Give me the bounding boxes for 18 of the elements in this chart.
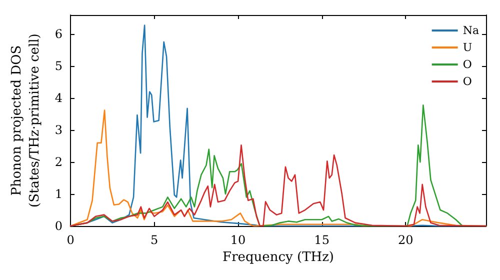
legend-label: Na: [462, 24, 480, 37]
y-axis-title: Phonon projected DOS (States/THz·primitive cell): [10, 33, 42, 208]
x-tick-label: 20: [398, 233, 414, 247]
y-tick-label: 2: [54, 155, 63, 170]
x-tick-label: 10: [230, 233, 246, 247]
x-tick-label: 0: [66, 233, 74, 247]
legend-label: O: [462, 58, 472, 71]
y-tick-label: 0: [54, 219, 63, 233]
y-tick-label: 6: [54, 27, 63, 42]
x-tick-label: 5: [150, 233, 158, 247]
y-tick-label: 1: [54, 187, 63, 202]
y-tick-label: 4: [54, 91, 63, 106]
legend-label: O: [462, 75, 472, 88]
x-tick-label: 15: [314, 233, 330, 247]
legend-label: U: [462, 41, 472, 54]
x-axis-title: Frequency (THz): [222, 250, 334, 265]
y-tick-label: 5: [54, 59, 63, 74]
y-tick-label: 3: [54, 123, 63, 138]
